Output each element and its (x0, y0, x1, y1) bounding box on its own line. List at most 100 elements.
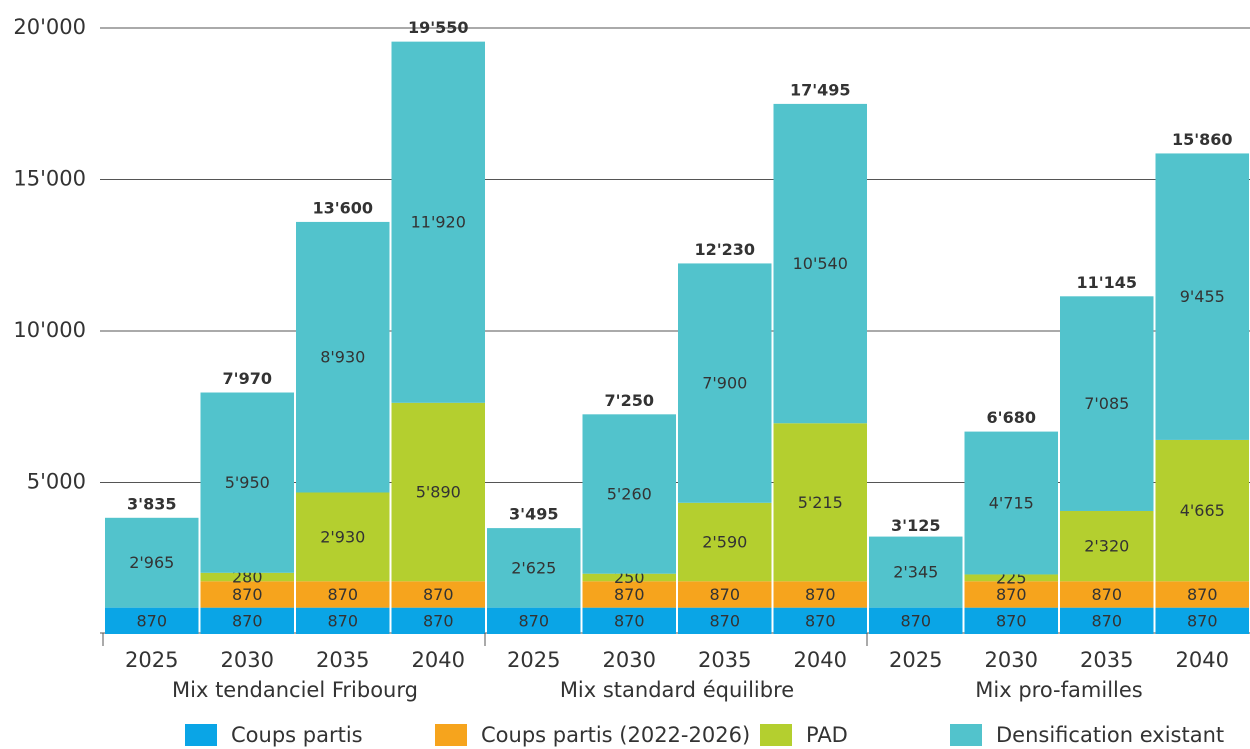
bar-segment (487, 528, 581, 608)
x-tick-label: 2030 (603, 648, 656, 672)
x-tick-label: 2030 (985, 648, 1038, 672)
bar-segment (1155, 439, 1249, 582)
x-tick-label: 2035 (698, 648, 751, 672)
total-label: 19'550 (408, 18, 469, 37)
bar-segment (391, 41, 485, 403)
data-label: 7'900 (702, 374, 747, 393)
data-label: 10'540 (793, 254, 848, 273)
bar-segment (391, 581, 485, 608)
bar-segment (1155, 153, 1249, 440)
x-tick-label: 2030 (221, 648, 274, 672)
data-label: 11'920 (411, 213, 466, 232)
group-label: Mix standard équilibre (560, 678, 794, 702)
bar-segment (487, 607, 581, 634)
data-label: 2'965 (129, 553, 174, 572)
data-label: 870 (327, 585, 358, 604)
total-label: 3'495 (509, 505, 558, 524)
data-label: 870 (423, 611, 454, 630)
bar-segment (1060, 607, 1154, 634)
bar-segment (964, 607, 1058, 634)
bar-segment (964, 574, 1058, 582)
legend-label: Densification existant (996, 723, 1224, 747)
bar-segment (200, 607, 294, 634)
bar-segment (200, 392, 294, 573)
data-label: 870 (614, 611, 645, 630)
data-label: 870 (1187, 611, 1218, 630)
bar-segment (296, 492, 390, 582)
bar-segment (678, 263, 772, 503)
data-label: 870 (900, 611, 931, 630)
data-label: 870 (518, 611, 549, 630)
data-label: 8'930 (320, 348, 365, 367)
legend-swatch (435, 724, 467, 746)
y-tick-label: 5'000 (27, 470, 86, 494)
bar-segment (296, 607, 390, 634)
x-tick-label: 2040 (794, 648, 847, 672)
bar-segment (105, 517, 199, 608)
data-label: 2'625 (511, 558, 556, 577)
bar-segment (391, 607, 485, 634)
bar-segment (1060, 510, 1154, 582)
x-tick-label: 2025 (507, 648, 560, 672)
x-tick-label: 2035 (1080, 648, 1133, 672)
group-label: Mix pro-familles (975, 678, 1142, 702)
bar-segment (869, 536, 963, 608)
data-label: 870 (1091, 611, 1122, 630)
bar-segment (105, 607, 199, 634)
y-tick-label: 15'000 (13, 167, 86, 191)
bar-segment (964, 431, 1058, 575)
data-label: 9'455 (1180, 287, 1225, 306)
bar-segment (200, 581, 294, 608)
total-label: 6'680 (987, 408, 1036, 427)
data-label: 870 (805, 611, 836, 630)
data-label: 870 (232, 585, 263, 604)
bar-segment (200, 572, 294, 582)
x-tick-label: 2025 (125, 648, 178, 672)
bar-segment (296, 581, 390, 608)
data-label: 870 (1187, 585, 1218, 604)
total-label: 11'145 (1076, 273, 1137, 292)
legend-label: Coups partis (231, 723, 363, 747)
data-label: 870 (709, 585, 740, 604)
data-label: 870 (423, 585, 454, 604)
x-tick-label: 2025 (889, 648, 942, 672)
data-label: 5'260 (607, 485, 652, 504)
legend-label: Coups partis (2022-2026) (481, 723, 750, 747)
data-label: 2'320 (1084, 537, 1129, 556)
bar-segment (678, 607, 772, 634)
data-label: 5'890 (416, 483, 461, 502)
data-label: 5'215 (798, 493, 843, 512)
bar-segment (773, 423, 867, 582)
total-label: 15'860 (1172, 130, 1233, 149)
data-label: 870 (327, 611, 358, 630)
data-label: 2'590 (702, 533, 747, 552)
data-label: 4'715 (989, 494, 1034, 513)
bar-segment (296, 221, 390, 493)
bar-segment (773, 607, 867, 634)
bar-segment (1155, 607, 1249, 634)
bar-segment (582, 581, 676, 608)
data-label: 870 (1091, 585, 1122, 604)
data-label: 870 (805, 585, 836, 604)
x-tick-label: 2040 (412, 648, 465, 672)
total-label: 7'250 (605, 391, 654, 410)
bar-segment (1060, 581, 1154, 608)
data-label: 870 (232, 611, 263, 630)
legend-swatch (760, 724, 792, 746)
data-label: 870 (996, 611, 1027, 630)
data-label: 870 (709, 611, 740, 630)
bar-segment (869, 607, 963, 634)
bar-segment (582, 414, 676, 574)
total-label: 3'835 (127, 494, 176, 513)
data-label: 870 (136, 611, 167, 630)
data-label: 5'950 (225, 473, 270, 492)
bar-segment (582, 573, 676, 582)
total-label: 7'970 (223, 369, 272, 388)
bar-segment (391, 402, 485, 582)
data-label: 2'345 (893, 563, 938, 582)
group-label: Mix tendanciel Fribourg (172, 678, 418, 702)
total-label: 13'600 (312, 198, 373, 217)
bar-segment (678, 581, 772, 608)
x-tick-label: 2040 (1176, 648, 1229, 672)
